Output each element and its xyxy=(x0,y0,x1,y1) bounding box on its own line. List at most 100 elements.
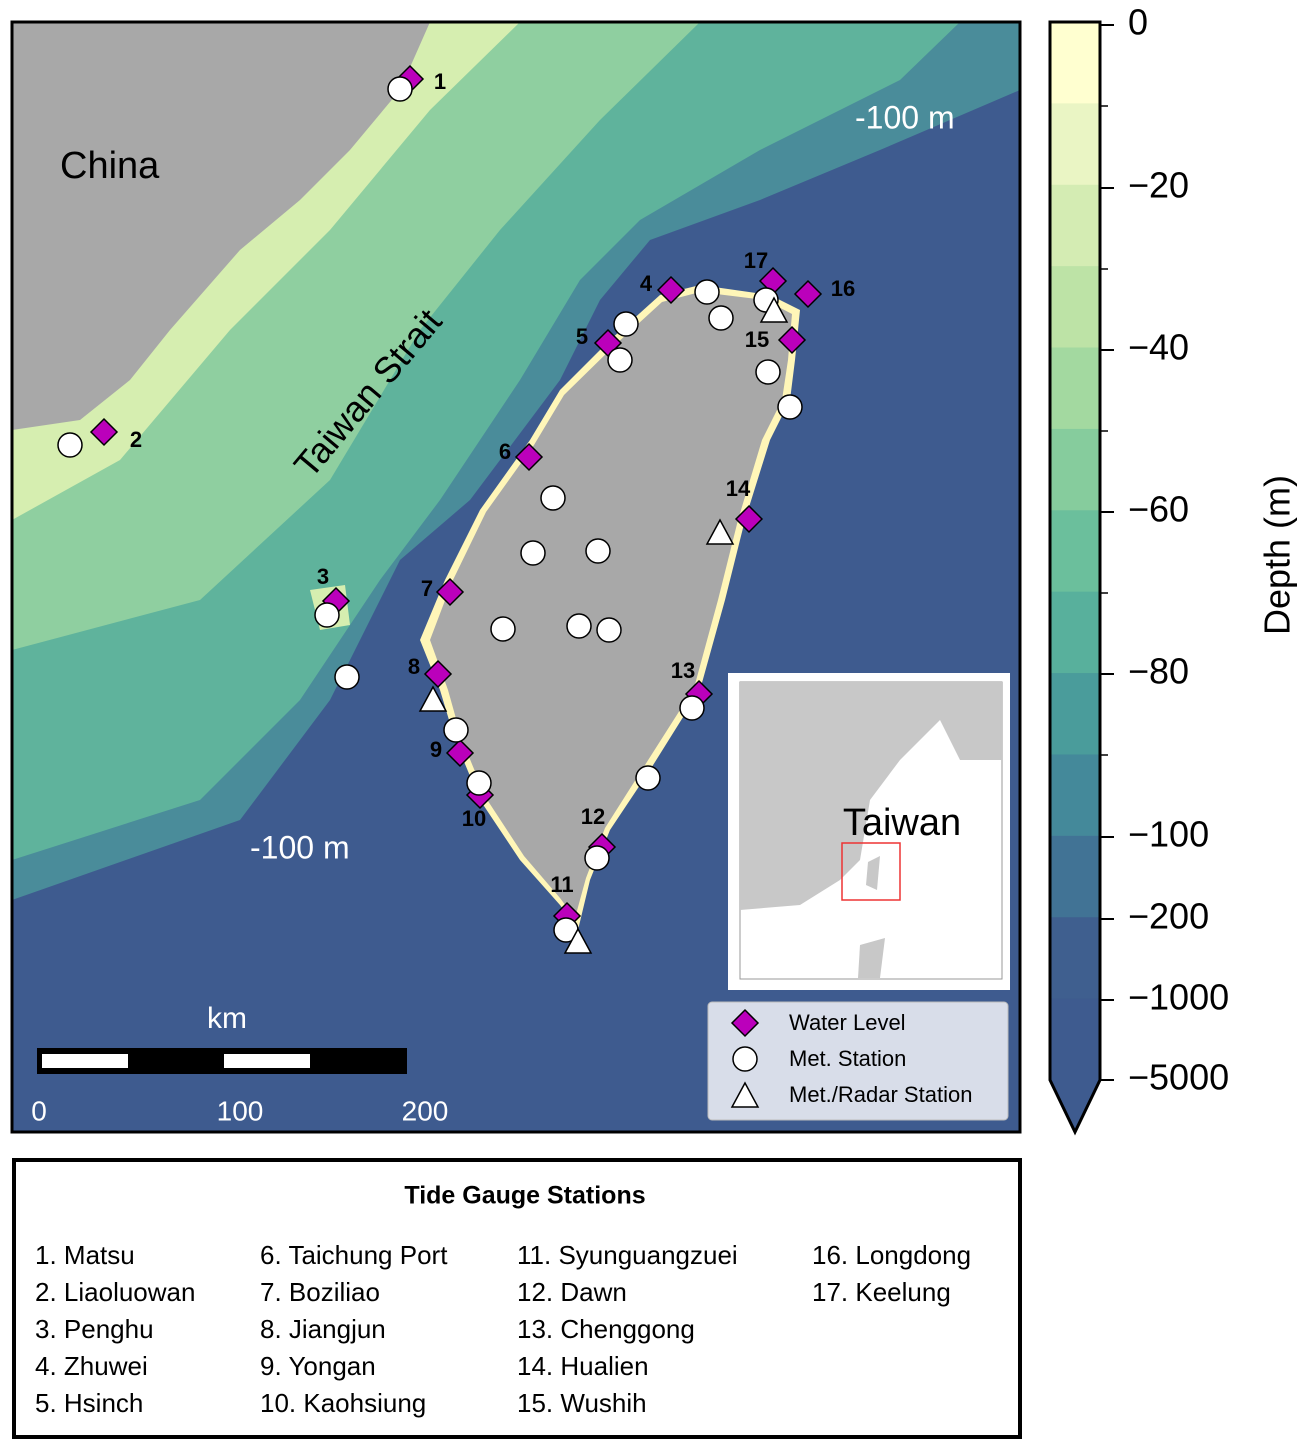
water-level-marker xyxy=(514,442,544,472)
legend-text: Water Level xyxy=(789,1010,906,1035)
station-number: 12 xyxy=(581,804,605,829)
station-number: 9 xyxy=(430,737,442,762)
scale-bar-segment xyxy=(224,1054,310,1068)
met-station-marker xyxy=(57,432,83,458)
station-entry: 9. Yongan xyxy=(260,1351,376,1381)
colorbar-tick-label: −40 xyxy=(1128,327,1189,368)
station-entry: 15. Wushih xyxy=(517,1388,647,1418)
station-entry: 10. Kaohsiung xyxy=(260,1388,426,1418)
station-entry: 2. Liaoluowan xyxy=(35,1277,195,1307)
radar-station-marker xyxy=(418,685,448,712)
inset-box xyxy=(841,842,901,901)
met-station-marker xyxy=(596,617,622,643)
water-level-marker xyxy=(89,417,119,447)
station-number: 13 xyxy=(671,658,695,683)
colorbar-band xyxy=(1050,428,1100,511)
station-number: 2 xyxy=(130,427,142,452)
met-station-marker xyxy=(387,76,413,102)
met-station-marker xyxy=(540,485,566,511)
colorbar-tick-label: −200 xyxy=(1128,896,1209,937)
depth-label: -100 m xyxy=(250,829,350,865)
scale-tick: 200 xyxy=(402,1095,449,1126)
met-station-marker xyxy=(635,765,661,791)
water-level-marker xyxy=(423,659,453,689)
inset-land xyxy=(858,938,885,978)
colorbar-band xyxy=(1050,673,1100,755)
taiwan-land xyxy=(430,292,792,918)
colorbar-tick-label: 0 xyxy=(1128,2,1148,43)
station-entry: 1. Matsu xyxy=(35,1240,135,1270)
colorbar-band xyxy=(1050,754,1100,837)
radar-station-marker xyxy=(705,518,735,545)
station-table-title: Tide Gauge Stations xyxy=(404,1182,645,1210)
inset: Taiwan xyxy=(728,673,1010,990)
met-station-marker xyxy=(755,359,781,385)
station-number: 7 xyxy=(421,576,433,601)
water-level-marker xyxy=(656,275,686,305)
radar-station-marker xyxy=(759,296,789,323)
colorbar-tick-label: −5000 xyxy=(1128,1057,1229,1098)
met-station-marker xyxy=(314,602,340,628)
met-station-marker xyxy=(679,695,705,721)
met-station-marker xyxy=(490,616,516,642)
met-station-marker xyxy=(585,538,611,564)
legend-triangle xyxy=(730,1081,760,1108)
station-number: 15 xyxy=(745,327,769,352)
station-number: 16 xyxy=(831,276,855,301)
scale-bar: km 0 100 200 xyxy=(31,1002,448,1126)
inset-label: Taiwan xyxy=(843,802,961,844)
colorbar-band xyxy=(1050,917,1100,1000)
legend-text: Met./Radar Station xyxy=(789,1082,972,1107)
colorbar-band xyxy=(1050,591,1100,674)
met-station-marker xyxy=(607,347,633,373)
station-number: 17 xyxy=(744,248,768,273)
legend-box xyxy=(707,1001,1009,1121)
station-entry: 14. Hualien xyxy=(517,1351,649,1381)
map xyxy=(12,22,1020,1132)
station-entry: 16. Longdong xyxy=(812,1240,971,1270)
met-station-marker xyxy=(443,717,469,743)
station-number: 11 xyxy=(550,872,573,897)
colorbar-band xyxy=(1050,835,1100,918)
station-number: 8 xyxy=(408,654,420,679)
colorbar-frame xyxy=(1048,20,1102,1136)
station-entry: 17. Keelung xyxy=(812,1277,951,1307)
colorbar-band xyxy=(1050,22,1100,104)
colorbar-tick-label: −1000 xyxy=(1128,977,1229,1018)
water-level-marker xyxy=(777,325,807,355)
water-level-marker xyxy=(734,504,764,534)
station-number: 6 xyxy=(499,439,511,464)
colorbar-label: Depth (m) xyxy=(1257,475,1298,635)
station-entry: 5. Hsinch xyxy=(35,1388,143,1418)
colorbar-band xyxy=(1050,184,1100,267)
station-number: 3 xyxy=(317,564,329,589)
station-entry: 3. Penghu xyxy=(35,1314,154,1344)
station-entry: 4. Zhuwei xyxy=(35,1351,148,1381)
colorbar-band xyxy=(1050,510,1100,593)
station-table-box xyxy=(12,1158,1022,1439)
water-level-marker xyxy=(793,279,823,309)
scale-tick: 100 xyxy=(217,1095,264,1126)
legend: Water Level Met. Station Met./Radar Stat… xyxy=(707,1001,1009,1121)
scale-unit: km xyxy=(207,1002,247,1035)
met-station-marker xyxy=(777,394,803,420)
colorbar-band xyxy=(1050,347,1100,430)
met-station-marker xyxy=(520,540,546,566)
station-entry: 12. Dawn xyxy=(517,1277,627,1307)
colorbar-tick-label: −80 xyxy=(1128,651,1189,692)
station-number: 5 xyxy=(576,324,588,349)
depth-label: -100 m xyxy=(855,99,955,135)
station-entry: 11. Syunguangzuei xyxy=(517,1240,738,1270)
colorbar-tick-label: −60 xyxy=(1128,489,1189,530)
water-level-marker xyxy=(445,738,475,768)
met-station-marker xyxy=(613,311,639,337)
scale-bar-segment xyxy=(42,1054,128,1068)
station-entry: 13. Chenggong xyxy=(517,1314,695,1344)
met-station-marker xyxy=(334,664,360,690)
station-entry: 8. Jiangjun xyxy=(260,1314,386,1344)
station-number: 4 xyxy=(640,271,653,296)
china-land xyxy=(12,22,430,430)
station-entry: 6. Taichung Port xyxy=(260,1240,448,1270)
map-label: China xyxy=(60,145,160,187)
